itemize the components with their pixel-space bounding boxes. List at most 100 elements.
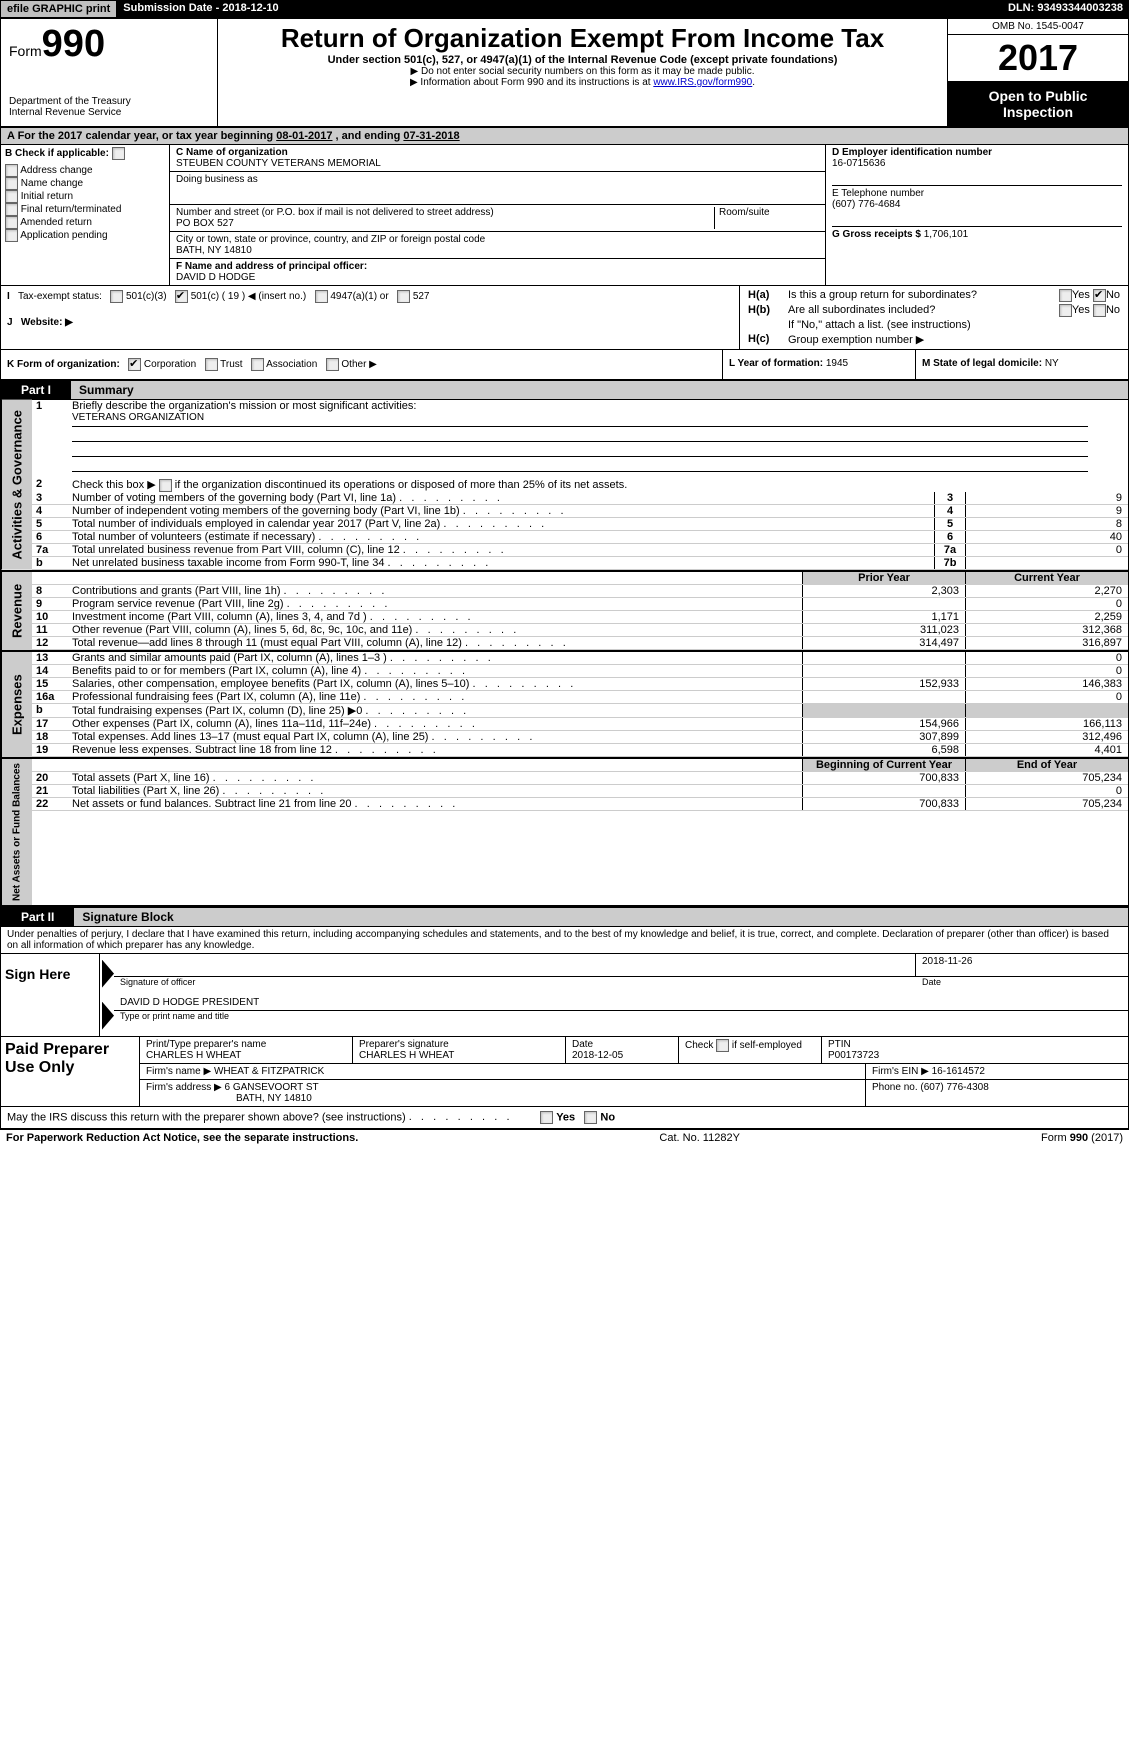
checkbox-assoc[interactable] <box>251 358 264 371</box>
i-501c: 501(c) ( 19 ) ◀ (insert no.) <box>191 291 307 302</box>
form-container: efile GRAPHIC print Submission Date - 20… <box>0 0 1129 1146</box>
irs-link[interactable]: www.IRS.gov/form990 <box>653 77 752 88</box>
dln: DLN: 93493344003238 <box>1002 0 1129 18</box>
checkbox-icon[interactable] <box>5 216 18 229</box>
checkbox-yes[interactable] <box>1059 289 1072 302</box>
checkbox-501c3[interactable] <box>110 290 123 303</box>
checkbox-no[interactable] <box>584 1111 597 1124</box>
side-net: Net Assets or Fund Balances <box>1 759 32 905</box>
ptin-label: PTIN <box>828 1039 1122 1050</box>
a-mid: , and ending <box>336 130 404 142</box>
ln: 13 <box>32 652 68 664</box>
lv-prior: 2,303 <box>802 585 965 597</box>
yes-text: Yes <box>556 1111 575 1123</box>
checkbox-icon[interactable] <box>5 229 18 242</box>
submission-date: Submission Date - 2018-12-10 <box>117 0 1002 18</box>
checkbox-icon[interactable] <box>5 177 18 190</box>
city-row: City or town, state or province, country… <box>170 232 825 259</box>
lv-curr: 0 <box>965 665 1128 677</box>
line-8: 8Contributions and grants (Part VIII, li… <box>32 585 1128 598</box>
line-7a: 7aTotal unrelated business revenue from … <box>32 544 1128 557</box>
line-12: 12Total revenue—add lines 8 through 11 (… <box>32 637 1128 650</box>
checkbox-discontinued[interactable] <box>159 479 172 492</box>
b-item-5: Application pending <box>5 229 165 242</box>
net-lines: Beginning of Current Year End of Year 20… <box>32 759 1128 905</box>
ln: 4 <box>32 505 68 517</box>
checkbox-501c[interactable] <box>175 290 188 303</box>
lt: Total fundraising expenses (Part IX, col… <box>68 704 802 717</box>
checkbox-trust[interactable] <box>205 358 218 371</box>
ln: b <box>32 704 68 717</box>
checkbox-yes[interactable] <box>1059 304 1072 317</box>
blank-line <box>72 427 1088 442</box>
sig-name: DAVID D HODGE PRESIDENT <box>114 995 1128 1011</box>
ln: 9 <box>32 598 68 610</box>
lt: Benefits paid to or for members (Part IX… <box>68 665 802 677</box>
i-501c3: 501(c)(3) <box>126 291 167 302</box>
line-5: 5Total number of individuals employed in… <box>32 518 1128 531</box>
line-4: 4Number of independent voting members of… <box>32 505 1128 518</box>
ln: 7a <box>32 544 68 556</box>
lb: 7a <box>934 544 965 556</box>
form-text: Form <box>9 43 42 59</box>
f-name: DAVID D HODGE <box>176 272 819 283</box>
ln: 20 <box>32 772 68 784</box>
hb-note: If "No," attach a list. (see instruction… <box>788 319 1120 331</box>
lv: 9 <box>965 492 1128 504</box>
checkbox-other[interactable] <box>326 358 339 371</box>
prep-name-label: Print/Type preparer's name <box>146 1039 346 1050</box>
lv-prior: 6,598 <box>802 744 965 756</box>
lt: Revenue less expenses. Subtract line 18 … <box>68 744 802 756</box>
checkbox-icon[interactable] <box>5 164 18 177</box>
checkbox-icon[interactable] <box>112 147 125 160</box>
blank <box>32 759 68 771</box>
lt: Total number of individuals employed in … <box>68 518 934 530</box>
line-17: 17Other expenses (Part IX, column (A), l… <box>32 718 1128 731</box>
col-b: B Check if applicable: Address change Na… <box>1 145 170 285</box>
m-row: M State of legal domicile: NY <box>915 350 1128 379</box>
klm-row: K Form of organization: Corporation Trus… <box>0 350 1129 380</box>
lv <box>965 557 1128 569</box>
section-revenue: Revenue Prior Year Current Year 8Contrib… <box>0 572 1129 652</box>
hc-row: H(c) Group exemption number ▶ <box>744 332 1124 347</box>
part1-title: Summary <box>71 381 142 399</box>
checkbox-icon[interactable] <box>5 203 18 216</box>
checkbox-4947[interactable] <box>315 290 328 303</box>
prep-date-label: Date <box>572 1039 672 1050</box>
checkbox-corp[interactable] <box>128 358 141 371</box>
part1-label: Part I <box>1 381 71 399</box>
l1-value: VETERANS ORGANIZATION <box>72 412 1088 427</box>
efile-badge: efile GRAPHIC print <box>0 0 117 18</box>
checkbox-no[interactable] <box>1093 289 1106 302</box>
b-text: Address change <box>20 165 92 176</box>
col-end: End of Year <box>965 759 1128 771</box>
net-header: Beginning of Current Year End of Year <box>32 759 1128 772</box>
addr-row: Number and street (or P.O. box if mail i… <box>170 205 825 232</box>
checkbox-icon[interactable] <box>5 190 18 203</box>
checkbox-527[interactable] <box>397 290 410 303</box>
paid-grid: Print/Type preparer's name CHARLES H WHE… <box>139 1037 1128 1106</box>
checkbox-self[interactable] <box>716 1039 729 1052</box>
lt: Contributions and grants (Part VIII, lin… <box>68 585 802 597</box>
b-text: Initial return <box>21 191 73 202</box>
c-name-label: C Name of organization <box>176 147 819 158</box>
lv-curr: 0 <box>965 598 1128 610</box>
firm-addr1: 6 GANSEVOORT ST <box>225 1082 319 1093</box>
part1-header: Part I Summary <box>0 380 1129 400</box>
lb: 5 <box>934 518 965 530</box>
section-a-taxyear: A For the 2017 calendar year, or tax yea… <box>0 127 1129 145</box>
prep-sig: CHARLES H WHEAT <box>359 1050 559 1061</box>
hb-row: H(b) Are all subordinates included? Yes … <box>744 303 1124 318</box>
sig-date: 2018-11-26 <box>915 954 1128 977</box>
hb-note-row: If "No," attach a list. (see instruction… <box>744 318 1124 332</box>
checkbox-no[interactable] <box>1093 304 1106 317</box>
net-body: 20Total assets (Part X, line 16)700,8337… <box>32 772 1128 811</box>
part2-header: Part II Signature Block <box>0 907 1129 927</box>
room-label: Room/suite <box>714 207 819 229</box>
d-label: D Employer identification number <box>832 147 1122 158</box>
lv: 0 <box>965 544 1128 556</box>
c-name: STEUBEN COUNTY VETERANS MEMORIAL <box>176 158 819 169</box>
lb: 7b <box>934 557 965 569</box>
checkbox-yes[interactable] <box>540 1111 553 1124</box>
lt: Number of independent voting members of … <box>68 505 934 517</box>
